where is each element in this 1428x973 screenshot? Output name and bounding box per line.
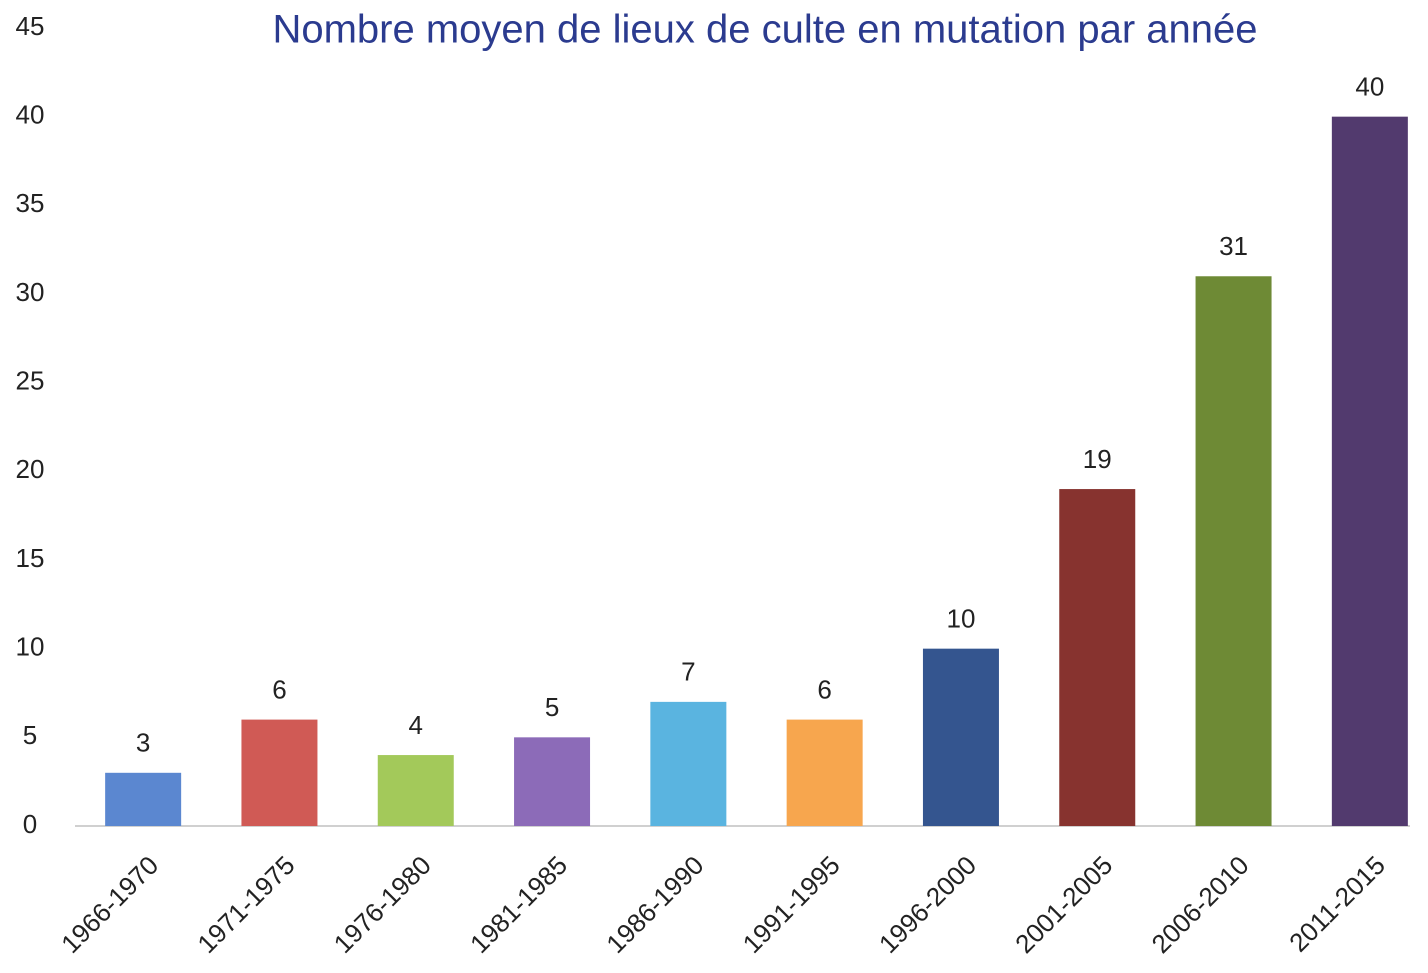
bar — [1195, 276, 1272, 826]
y-tick-label: 20 — [16, 454, 45, 484]
data-label: 31 — [1219, 231, 1248, 261]
x-tick-label: 1986-1990 — [600, 850, 709, 959]
y-tick-label: 10 — [16, 632, 45, 662]
data-label: 3 — [136, 728, 150, 758]
x-tick-label: 2011-2015 — [1283, 850, 1391, 958]
bar — [241, 719, 318, 826]
data-label: 7 — [681, 657, 695, 687]
x-tick-label: 1991-1995 — [737, 850, 846, 959]
data-label: 10 — [946, 604, 975, 634]
bar — [1331, 116, 1408, 826]
data-label: 6 — [817, 674, 831, 704]
x-tick-label: 1976-1980 — [328, 850, 437, 959]
y-tick-label: 40 — [16, 100, 45, 130]
y-tick-label: 35 — [16, 188, 45, 218]
bar — [105, 772, 182, 826]
x-tick-label: 2006-2010 — [1146, 850, 1255, 959]
x-tick-label: 1981-1985 — [464, 850, 573, 959]
data-label: 5 — [545, 692, 559, 722]
bar — [514, 737, 591, 826]
data-label: 19 — [1083, 444, 1112, 474]
y-tick-label: 0 — [23, 809, 37, 839]
x-tick-label: 1971-1975 — [191, 850, 300, 959]
data-label: 6 — [272, 674, 286, 704]
bar — [650, 701, 727, 826]
y-tick-label: 25 — [16, 366, 45, 396]
data-label: 40 — [1355, 72, 1384, 102]
chart-title: Nombre moyen de lieux de culte en mutati… — [272, 8, 1257, 52]
bar — [1059, 489, 1136, 826]
bar — [377, 755, 454, 826]
bar — [922, 648, 999, 826]
y-tick-label: 45 — [16, 11, 45, 41]
y-tick-label: 30 — [16, 277, 45, 307]
x-tick-label: 1966-1970 — [55, 850, 164, 959]
bar — [786, 719, 863, 826]
x-tick-label: 1996-2000 — [873, 850, 982, 959]
data-label: 4 — [409, 710, 423, 740]
x-tick-label: 2001-2005 — [1009, 850, 1118, 959]
y-tick-label: 5 — [23, 720, 37, 750]
y-tick-label: 15 — [16, 543, 45, 573]
